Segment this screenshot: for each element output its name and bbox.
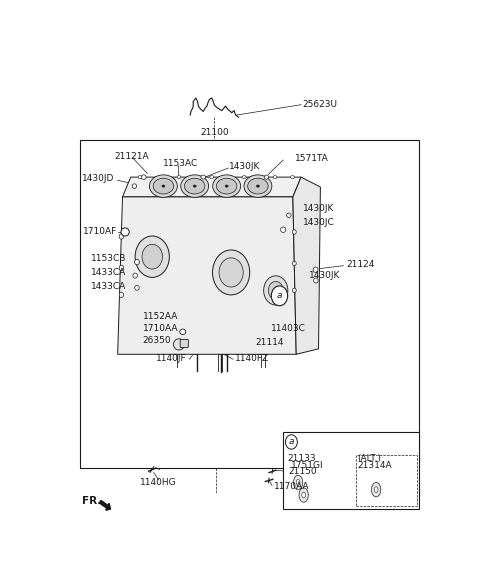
Text: 1430JK: 1430JK — [229, 162, 261, 171]
Ellipse shape — [219, 258, 243, 287]
Ellipse shape — [119, 292, 124, 298]
Text: 26350: 26350 — [143, 336, 171, 345]
Ellipse shape — [292, 288, 296, 293]
Ellipse shape — [292, 230, 296, 234]
Text: (ALT.): (ALT.) — [358, 454, 382, 463]
Ellipse shape — [290, 176, 294, 179]
Text: 1710AA: 1710AA — [143, 324, 178, 333]
Ellipse shape — [302, 492, 305, 498]
Ellipse shape — [149, 175, 178, 197]
Ellipse shape — [273, 176, 277, 179]
Text: a: a — [288, 437, 294, 446]
Bar — [283, 432, 419, 509]
Text: 1153CB: 1153CB — [91, 255, 126, 263]
FancyBboxPatch shape — [356, 454, 417, 506]
Ellipse shape — [138, 176, 142, 179]
Text: 21100: 21100 — [200, 128, 228, 137]
Ellipse shape — [180, 175, 209, 197]
Text: 21314A: 21314A — [358, 461, 392, 470]
Text: 1571TA: 1571TA — [295, 154, 329, 163]
Polygon shape — [293, 177, 321, 354]
Ellipse shape — [162, 185, 165, 187]
Text: 11403C: 11403C — [271, 324, 306, 333]
Ellipse shape — [281, 227, 286, 232]
Text: 1430JC: 1430JC — [302, 218, 334, 227]
Polygon shape — [122, 177, 301, 197]
Text: 1140FZ: 1140FZ — [235, 354, 269, 363]
Text: 25623U: 25623U — [302, 100, 337, 109]
Bar — [81, 140, 419, 468]
Polygon shape — [118, 197, 296, 354]
Ellipse shape — [177, 176, 181, 179]
Ellipse shape — [372, 482, 381, 497]
Ellipse shape — [313, 267, 318, 273]
Text: a: a — [277, 291, 282, 300]
Ellipse shape — [242, 176, 246, 179]
Circle shape — [271, 286, 288, 305]
Ellipse shape — [225, 185, 228, 187]
Ellipse shape — [374, 486, 378, 492]
Text: 1140HG: 1140HG — [140, 478, 177, 488]
Text: FR.: FR. — [82, 496, 101, 506]
Ellipse shape — [119, 234, 124, 239]
Text: 1433CA: 1433CA — [91, 282, 126, 291]
Text: 21114: 21114 — [255, 338, 284, 347]
Ellipse shape — [216, 178, 237, 194]
Ellipse shape — [119, 265, 124, 270]
Ellipse shape — [121, 228, 129, 236]
Text: 21133: 21133 — [287, 454, 315, 463]
Text: 21150: 21150 — [289, 467, 317, 476]
Ellipse shape — [244, 175, 272, 197]
Text: 1140JF: 1140JF — [156, 354, 187, 363]
Ellipse shape — [264, 276, 288, 305]
Ellipse shape — [248, 178, 268, 194]
Ellipse shape — [292, 261, 296, 266]
Ellipse shape — [293, 475, 303, 489]
Ellipse shape — [184, 178, 205, 194]
Ellipse shape — [264, 175, 269, 179]
Circle shape — [286, 434, 297, 449]
Text: 1430JD: 1430JD — [83, 175, 115, 183]
Ellipse shape — [132, 184, 137, 189]
Ellipse shape — [173, 339, 185, 350]
Ellipse shape — [135, 285, 139, 290]
Text: 21124: 21124 — [347, 260, 375, 269]
Ellipse shape — [180, 329, 186, 335]
Ellipse shape — [268, 281, 283, 300]
Text: 21121A: 21121A — [114, 152, 149, 161]
FancyBboxPatch shape — [180, 339, 188, 347]
Text: 1152AA: 1152AA — [143, 312, 178, 321]
Ellipse shape — [296, 479, 300, 485]
Ellipse shape — [153, 178, 174, 194]
Text: 1433CA: 1433CA — [91, 268, 126, 277]
Ellipse shape — [135, 236, 169, 277]
Ellipse shape — [201, 175, 205, 179]
Text: 1153AC: 1153AC — [163, 159, 199, 168]
Ellipse shape — [134, 259, 139, 265]
Text: 1751GI: 1751GI — [291, 461, 324, 470]
Ellipse shape — [299, 488, 308, 502]
Ellipse shape — [213, 250, 250, 295]
Text: 1170AA: 1170AA — [274, 482, 310, 491]
Ellipse shape — [133, 273, 137, 278]
Ellipse shape — [287, 213, 291, 218]
FancyArrow shape — [99, 500, 110, 510]
Ellipse shape — [142, 244, 163, 269]
Text: 1710AF: 1710AF — [83, 227, 117, 237]
Ellipse shape — [314, 278, 318, 283]
Ellipse shape — [213, 175, 240, 197]
Text: 1430JK: 1430JK — [309, 271, 341, 280]
Ellipse shape — [141, 175, 146, 179]
Text: 1430JK: 1430JK — [302, 204, 334, 213]
Ellipse shape — [256, 185, 259, 187]
Ellipse shape — [193, 185, 196, 187]
Ellipse shape — [210, 176, 214, 179]
